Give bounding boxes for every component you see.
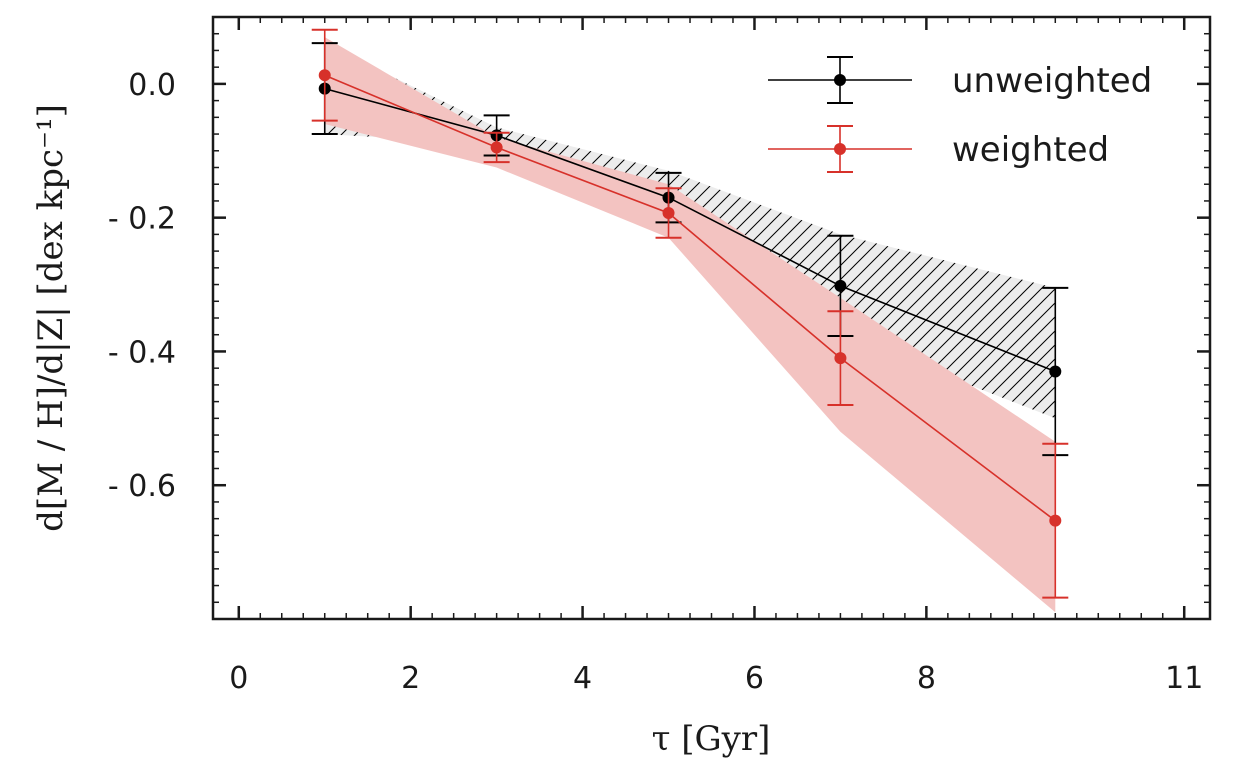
point-weighted-4 <box>1049 514 1062 527</box>
x-tick-label: 0 <box>229 661 248 696</box>
x-tick-label: 4 <box>573 661 592 696</box>
point-unweighted-4 <box>1049 365 1062 378</box>
y-tick-label: - 0.2 <box>108 202 176 237</box>
legend-entry-weighted: weighted <box>768 125 1109 173</box>
point-weighted-2 <box>662 206 675 219</box>
legend-marker <box>834 74 846 86</box>
x-axis-label: τ [Gyr] <box>652 719 771 759</box>
point-unweighted-3 <box>834 279 847 292</box>
legend-label: weighted <box>952 130 1109 170</box>
plot-area <box>311 28 1069 613</box>
y-tick-label: - 0.6 <box>108 469 176 504</box>
point-weighted-3 <box>834 352 847 365</box>
x-tick-label: 8 <box>917 661 936 696</box>
x-tick-label: 11 <box>1165 661 1203 696</box>
legend: unweighted weighted <box>768 56 1152 173</box>
legend-marker <box>834 143 846 155</box>
axes: 0 2 4 6 8 11 0.0 - 0.2 - 0.4 - 0.6 <box>108 15 1212 696</box>
x-tick-label: 2 <box>401 661 420 696</box>
y-tick-label: 0.0 <box>128 68 176 103</box>
point-weighted-1 <box>490 141 503 154</box>
band-weighted <box>324 37 1056 613</box>
legend-label: unweighted <box>952 61 1152 101</box>
x-tick-label: 6 <box>745 661 764 696</box>
legend-entry-unweighted: unweighted <box>768 56 1152 104</box>
point-weighted-0 <box>318 69 331 82</box>
y-tick-label: - 0.4 <box>108 335 176 370</box>
y-axis-label: d[M / H]/d|Z| [dex kpc⁻¹] <box>31 104 71 532</box>
